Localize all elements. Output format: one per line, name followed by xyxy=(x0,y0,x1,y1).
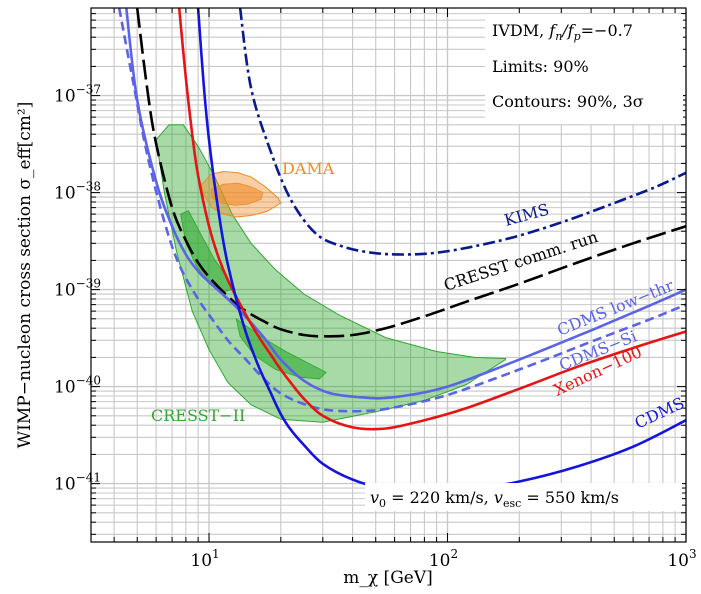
x-tick-label: 102 xyxy=(429,547,458,571)
velocity-note-bg xyxy=(365,483,682,511)
label-kims: KIMS xyxy=(502,200,551,230)
y-tick-label: 10−40 xyxy=(54,374,101,398)
velocity-note-text: v0 = 220 km/s, vesc = 550 km/s xyxy=(370,488,619,510)
ticks-layer xyxy=(91,7,687,542)
x-tick-label: 101 xyxy=(190,547,219,571)
curve-kims xyxy=(238,8,686,256)
info-line-1: IVDM, fn/fp=−0.7 xyxy=(492,21,633,43)
info-box-bg xyxy=(485,14,683,124)
curve-cdms-low-thr xyxy=(125,8,686,400)
curve-cresst-comm-run xyxy=(135,8,686,338)
info-line-2: Limits: 90% xyxy=(492,57,589,76)
velocity-note: v0 = 220 km/s, vesc = 550 km/s xyxy=(365,483,682,511)
info-box: IVDM, fn/fp=−0.7 Limits: 90% Contours: 9… xyxy=(485,14,683,124)
curves-layer xyxy=(117,8,686,495)
plot-frame xyxy=(90,7,687,543)
x-tick-label: 103 xyxy=(667,547,696,571)
y-tick-label: 10−37 xyxy=(54,83,101,107)
label-cdms-lowthr: CDMS low−thr xyxy=(554,276,676,340)
regions-layer xyxy=(155,124,506,423)
curve-cdms-si xyxy=(117,8,686,413)
y-tick-label: 10−39 xyxy=(54,277,101,301)
dama-region-inner xyxy=(210,182,264,206)
curve-cdms xyxy=(196,8,686,495)
curve-xenon-100 xyxy=(177,8,686,431)
grid xyxy=(91,7,687,542)
y-tick-label: 10−41 xyxy=(54,471,101,495)
y-axis-title: WIMP−nucleon cross section σ_eff[cm²] xyxy=(15,102,35,449)
label-cdms: CDMS xyxy=(632,393,688,432)
tick-labels: 101 102 103 10−41 10−40 10−39 10−38 10−37 xyxy=(54,83,697,571)
label-cresst-ii: CRESST−II xyxy=(151,406,245,425)
label-dama: DAMA xyxy=(282,159,335,178)
y-tick-label: 10−38 xyxy=(54,180,101,204)
x-axis-title: m_χ [GeV] xyxy=(343,568,433,588)
info-line-3: Contours: 90%, 3σ xyxy=(492,92,644,111)
